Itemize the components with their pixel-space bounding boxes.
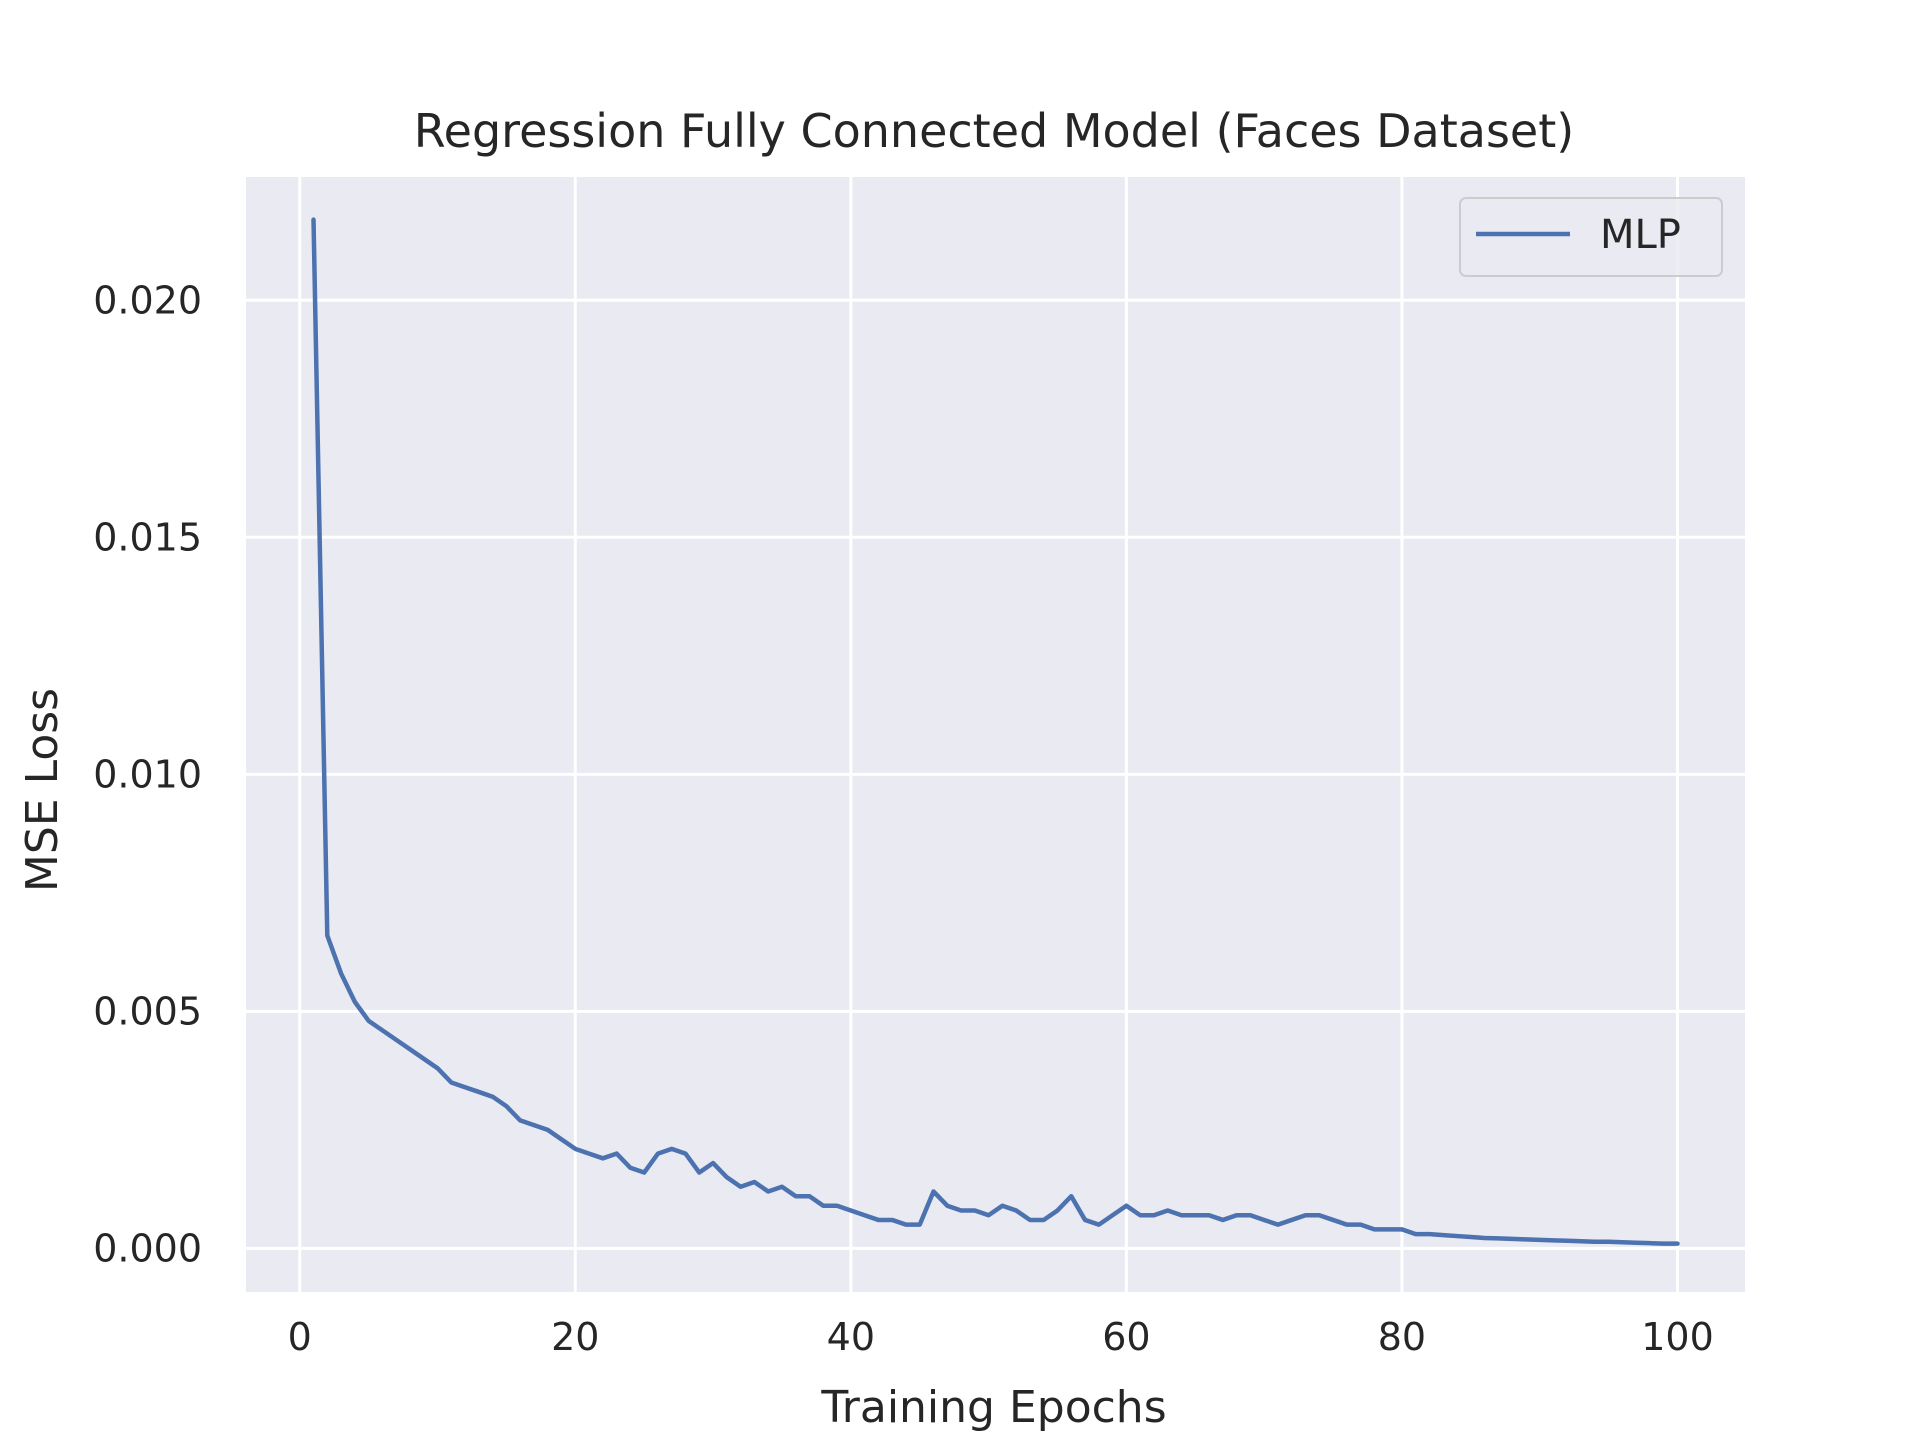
- y-tick-label: 0.000: [93, 1226, 202, 1270]
- x-tick-label: 20: [551, 1315, 599, 1359]
- y-tick-label: 0.005: [93, 989, 202, 1033]
- legend-box: [1459, 197, 1723, 277]
- x-tick-label: 60: [1102, 1315, 1150, 1359]
- x-tick-label: 40: [827, 1315, 875, 1359]
- plot-area: [246, 177, 1745, 1292]
- grid: [246, 177, 1745, 1292]
- y-axis-label: MSE Loss: [17, 688, 68, 892]
- series-line-mlp: [311, 217, 1680, 1246]
- y-tick-label: 0.015: [93, 515, 202, 559]
- y-tick-label: 0.020: [93, 278, 202, 322]
- legend: MLP: [1459, 197, 1723, 277]
- series-layer: [311, 217, 1680, 1246]
- x-axis-label: Training Epochs: [820, 1382, 1166, 1433]
- y-tick-label: 0.010: [93, 752, 202, 796]
- x-tick-label: 0: [288, 1315, 312, 1359]
- x-tick-label: 80: [1378, 1315, 1426, 1359]
- x-tick-label: 100: [1641, 1315, 1714, 1359]
- chart-title: Regression Fully Connected Model (Faces …: [414, 104, 1574, 158]
- tick-labels: 0 20 40 60 80 100 0.000 0.005 0.010 0.015 0.020: [93, 278, 1714, 1359]
- legend-label-mlp: MLP: [1600, 212, 1681, 258]
